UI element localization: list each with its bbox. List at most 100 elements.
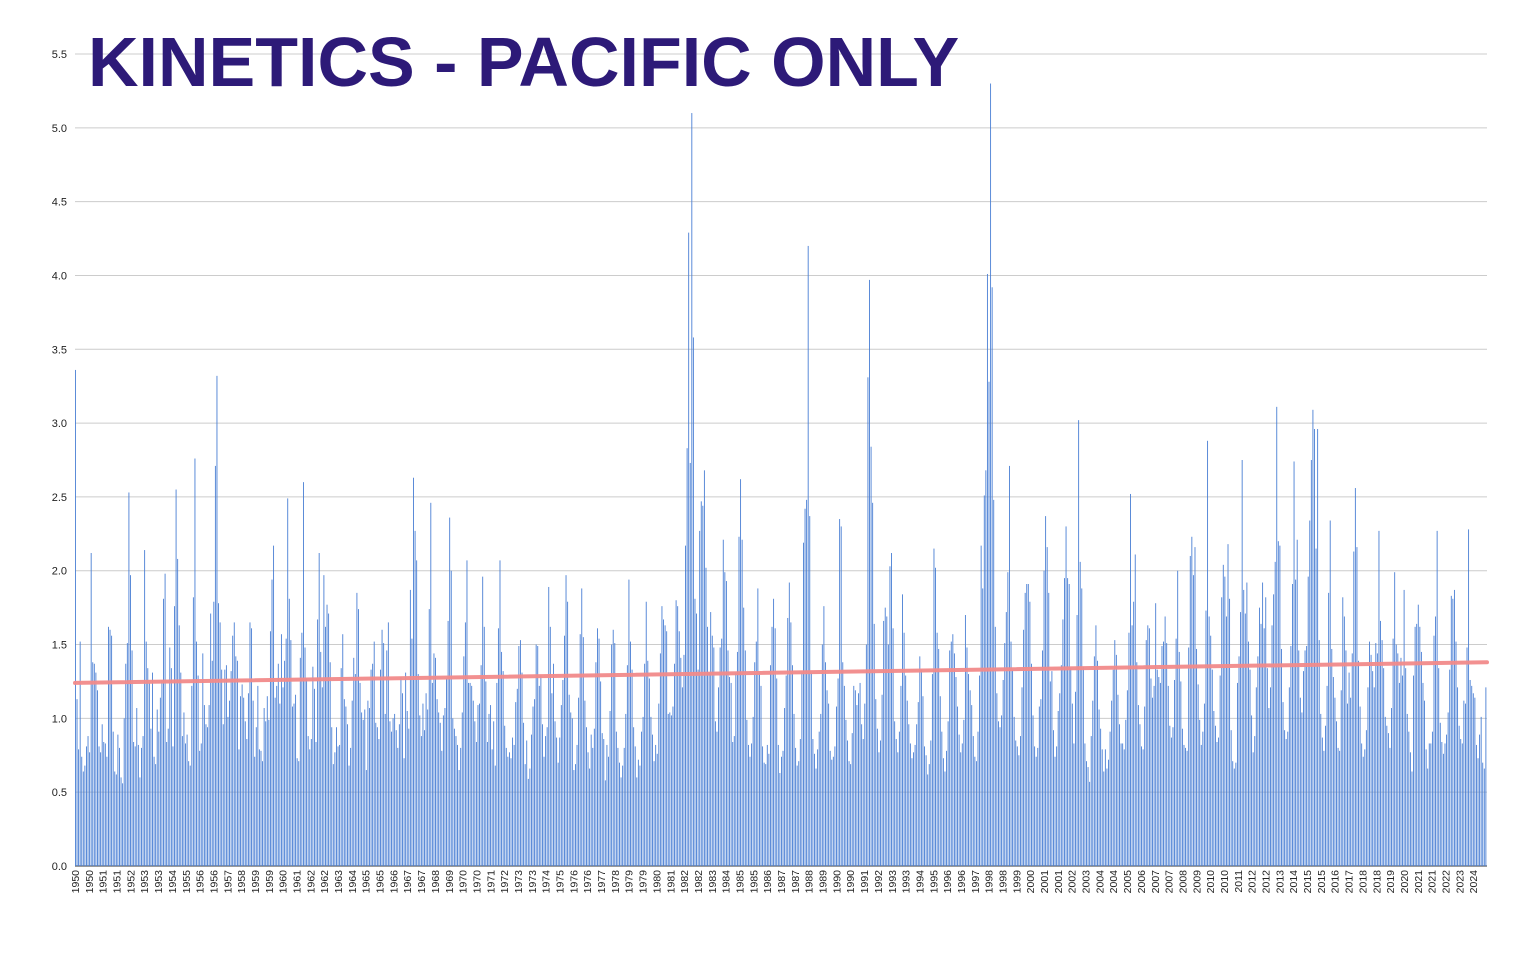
bar <box>1023 629 1025 866</box>
bar <box>1455 641 1457 866</box>
bar <box>376 727 378 866</box>
bar <box>928 764 930 866</box>
bar <box>513 744 515 866</box>
x-tick-label: 1995 <box>928 870 940 894</box>
bar <box>641 731 642 866</box>
bar <box>1395 644 1397 866</box>
bar <box>546 727 548 866</box>
bar <box>785 675 787 866</box>
bar <box>1485 687 1487 866</box>
bar <box>581 588 583 866</box>
bar <box>818 731 820 866</box>
bar <box>235 656 237 866</box>
bar <box>126 643 128 866</box>
bar <box>81 756 83 866</box>
bar <box>705 567 707 866</box>
bar <box>95 672 97 866</box>
bar <box>1342 597 1344 866</box>
bar <box>766 744 768 866</box>
x-tick-label: 1963 <box>333 870 345 894</box>
bar <box>1181 728 1183 866</box>
bar <box>123 718 125 866</box>
bar <box>1147 625 1149 866</box>
bar <box>257 685 259 866</box>
bar <box>431 682 433 866</box>
bar <box>975 761 977 866</box>
bar <box>1164 616 1166 866</box>
x-tick-label: 2003 <box>1081 870 1093 894</box>
bar <box>1447 712 1449 866</box>
bar <box>207 727 208 866</box>
bar <box>463 656 465 866</box>
bar <box>365 770 367 866</box>
bar <box>735 672 737 866</box>
bar <box>790 622 792 866</box>
bar <box>623 747 625 866</box>
bar <box>817 749 819 866</box>
bar <box>1466 647 1468 866</box>
bar <box>1409 752 1411 866</box>
bar <box>1444 743 1446 866</box>
bar <box>858 693 859 866</box>
bar <box>727 650 729 866</box>
bar <box>626 665 628 866</box>
bar <box>798 761 800 866</box>
bar <box>373 641 375 866</box>
bar <box>964 615 966 866</box>
bar <box>1425 749 1427 866</box>
bar <box>1010 641 1012 866</box>
bar <box>1216 741 1218 866</box>
bar <box>1163 641 1164 866</box>
bar <box>191 685 193 866</box>
x-tick-label: 2005 <box>1122 870 1134 894</box>
bar <box>1463 700 1465 866</box>
x-tick-label: 1973 <box>513 870 525 894</box>
bar <box>419 715 421 866</box>
bar <box>258 749 260 866</box>
bar <box>1424 700 1425 866</box>
x-tick-label: 1972 <box>499 870 511 894</box>
bar <box>1337 747 1339 866</box>
x-tick-label: 2017 <box>1344 870 1356 894</box>
bar <box>260 750 262 866</box>
bar <box>353 657 355 866</box>
bar <box>708 672 710 866</box>
bar <box>919 656 921 866</box>
bar <box>369 708 370 866</box>
x-tick-label: 1953 <box>153 870 165 894</box>
bar <box>1169 725 1171 866</box>
bar <box>1183 744 1185 866</box>
bar <box>825 662 826 866</box>
bar <box>1070 668 1072 866</box>
bar <box>977 731 979 866</box>
bar <box>1351 653 1353 866</box>
bar <box>1329 520 1331 866</box>
bar <box>663 619 664 866</box>
bar <box>438 712 440 866</box>
bar <box>1205 610 1207 866</box>
bar <box>535 644 537 866</box>
bar <box>1270 687 1271 866</box>
bar <box>211 660 213 866</box>
bar <box>754 662 756 866</box>
bar <box>696 613 697 866</box>
bar <box>1408 731 1410 866</box>
bar <box>529 768 531 866</box>
bar <box>499 560 501 866</box>
bar <box>189 765 191 866</box>
bar <box>1336 721 1337 866</box>
bar <box>1326 685 1328 866</box>
bar <box>971 705 973 866</box>
bar <box>375 722 377 866</box>
bar <box>117 734 119 866</box>
bar <box>397 747 399 866</box>
bar <box>1276 406 1278 866</box>
bar <box>1332 677 1334 866</box>
x-tick-label: 1951 <box>98 870 110 894</box>
bar <box>674 663 675 866</box>
bar <box>350 747 352 866</box>
bar <box>1126 690 1128 866</box>
x-tick-label: 1983 <box>707 870 719 894</box>
bar <box>452 718 454 866</box>
bar <box>284 660 286 866</box>
